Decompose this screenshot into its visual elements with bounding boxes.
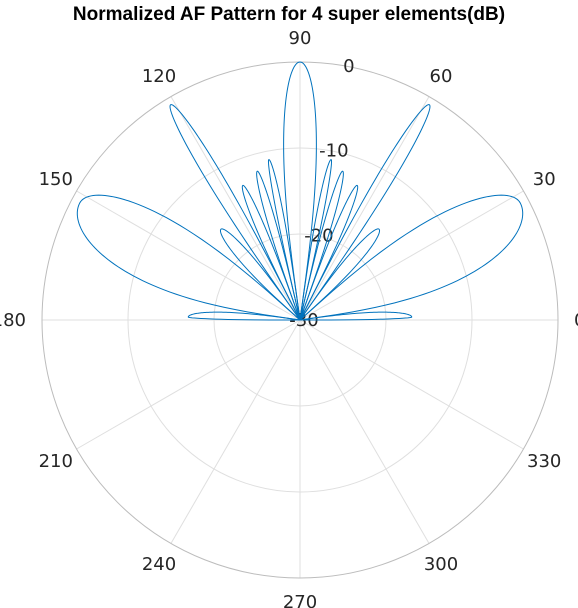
spoke-330 xyxy=(299,319,524,450)
theta-tick-label: 60 xyxy=(430,66,453,87)
spoke-30 xyxy=(299,190,524,321)
theta-tick-label: 90 xyxy=(289,28,312,49)
series-0-lobe-14 xyxy=(187,311,301,321)
chart-title: Normalized AF Pattern for 4 super elemen… xyxy=(73,4,505,25)
ring-2 xyxy=(213,233,387,407)
theta-tick-label: 240 xyxy=(142,554,176,575)
series-0-lobe-6 xyxy=(299,159,333,321)
spoke-210 xyxy=(76,319,301,450)
series-0-lobe-3 xyxy=(299,104,431,321)
r-tick-label: 0 xyxy=(343,56,354,77)
series-0-lobe-2 xyxy=(299,228,381,321)
series-0-lobe-8 xyxy=(267,159,301,321)
data-layer xyxy=(76,61,524,321)
theta-tick-label: 120 xyxy=(142,66,176,87)
theta-tick-label: 180 xyxy=(0,310,26,331)
theta-tick-label: 30 xyxy=(533,169,556,190)
series-0-lobe-11 xyxy=(169,104,301,321)
r-tick-label: -10 xyxy=(319,141,348,162)
series-0-lobe-1 xyxy=(299,194,524,321)
series-0-lobe-9 xyxy=(256,170,301,321)
series-0-lobe-10 xyxy=(241,184,301,321)
series-0-lobe-12 xyxy=(219,228,301,321)
theta-tick-label: 300 xyxy=(424,554,458,575)
theta-tick-label: 150 xyxy=(39,169,73,190)
spoke-150 xyxy=(76,190,301,321)
spoke-60 xyxy=(299,96,430,321)
theta-tick-label: 0 xyxy=(574,310,578,331)
theta-tick-label: 210 xyxy=(39,451,73,472)
ring-1 xyxy=(127,147,473,493)
series-0-lobe-5 xyxy=(299,170,344,321)
spoke-240 xyxy=(170,319,301,544)
series-0-lobe-13 xyxy=(76,194,301,321)
theta-tick-label: 330 xyxy=(527,451,561,472)
series-0-lobe-7 xyxy=(283,61,317,321)
series-0-lobe-4 xyxy=(299,184,359,321)
spoke-300 xyxy=(299,319,430,544)
series-0-lobe-0 xyxy=(299,311,413,321)
theta-tick-label: 270 xyxy=(283,592,317,608)
spoke-120 xyxy=(170,96,301,321)
